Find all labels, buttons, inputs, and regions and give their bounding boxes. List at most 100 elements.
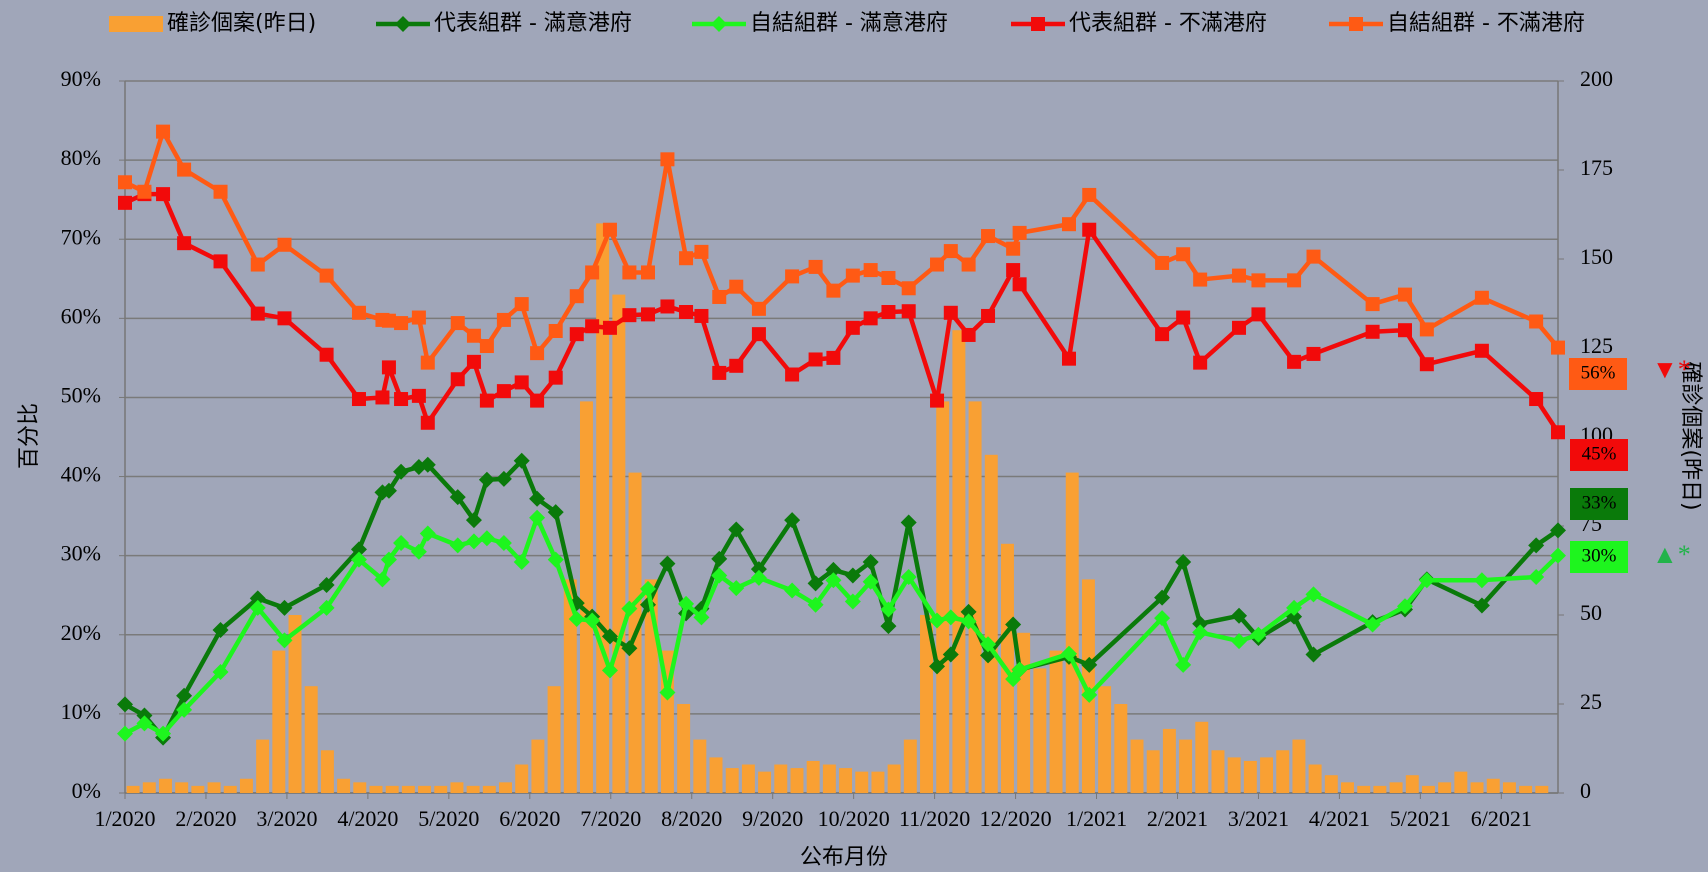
marker <box>449 489 466 506</box>
marker <box>808 352 823 367</box>
marker <box>751 301 766 316</box>
marker <box>514 375 529 390</box>
marker <box>881 270 896 285</box>
marker <box>929 612 946 629</box>
bar <box>596 223 610 793</box>
marker <box>1550 547 1566 564</box>
marker <box>1061 351 1076 366</box>
marker <box>826 283 841 298</box>
bar <box>434 785 448 793</box>
marker <box>844 593 861 610</box>
marker <box>585 265 600 280</box>
marker <box>1473 572 1490 589</box>
marker <box>277 311 292 326</box>
annotation: ▲* <box>1652 540 1691 569</box>
marker <box>465 512 482 529</box>
marker <box>1175 553 1192 570</box>
bar <box>239 778 253 793</box>
y2-tick-label: 25 <box>1580 689 1602 714</box>
marker <box>277 237 292 252</box>
bar <box>418 785 432 793</box>
bar <box>1033 668 1047 793</box>
marker <box>863 311 878 326</box>
marker <box>177 236 192 251</box>
bar <box>855 771 869 793</box>
bar <box>385 785 399 793</box>
marker <box>584 612 601 629</box>
marker <box>1286 599 1303 616</box>
marker <box>276 599 293 616</box>
marker <box>1155 327 1170 342</box>
marker <box>1193 272 1208 287</box>
x-axis-title: 公布月份 <box>800 845 888 870</box>
y-tick-label: 80% <box>61 145 101 170</box>
bar <box>1195 721 1209 793</box>
marker <box>479 393 494 408</box>
marker <box>410 543 427 560</box>
y2-axis-title: 確診個案(昨日) <box>1678 361 1703 510</box>
marker <box>1081 686 1098 703</box>
annotation: 33% <box>1582 492 1617 513</box>
marker <box>450 316 465 331</box>
marker <box>450 372 465 387</box>
marker <box>621 600 638 617</box>
marker <box>1006 241 1021 256</box>
marker <box>155 725 172 742</box>
marker <box>569 327 584 342</box>
marker <box>137 184 152 199</box>
legend-swatch <box>109 16 163 32</box>
marker <box>1081 656 1098 673</box>
marker <box>863 263 878 278</box>
marker <box>1155 255 1170 270</box>
series <box>117 509 1566 742</box>
bar <box>126 785 140 793</box>
marker <box>375 390 390 405</box>
bar <box>677 704 691 793</box>
marker <box>394 316 409 331</box>
marker <box>1419 322 1434 337</box>
annotation: ▼* <box>1652 355 1691 384</box>
marker <box>679 305 694 320</box>
marker <box>393 535 410 552</box>
x-tick-label: 10/2020 <box>818 806 890 831</box>
marker <box>496 312 511 327</box>
marker <box>622 265 637 280</box>
annotation: 30% <box>1582 545 1617 566</box>
marker <box>981 308 996 323</box>
marker <box>712 289 727 304</box>
y2-tick-label: 175 <box>1580 155 1613 180</box>
marker <box>1529 392 1544 407</box>
marker <box>212 663 229 680</box>
bar <box>903 739 917 793</box>
marker <box>529 509 546 526</box>
y-tick-label: 70% <box>61 224 101 249</box>
x-tick-label: 5/2020 <box>418 806 479 831</box>
marker <box>136 715 153 732</box>
marker <box>825 561 842 578</box>
marker <box>960 603 977 620</box>
legend-label: 自結組群 - 不滿港府 <box>1387 11 1585 36</box>
marker <box>374 571 391 588</box>
marker <box>901 281 916 296</box>
marker <box>212 622 229 639</box>
bar <box>952 330 966 793</box>
annotation-box <box>1570 439 1628 471</box>
marker <box>1061 217 1076 232</box>
bar <box>1486 778 1500 793</box>
marker <box>1364 616 1381 633</box>
x-tick-label: 3/2021 <box>1228 806 1289 831</box>
marker <box>479 339 494 354</box>
bar <box>1341 782 1354 793</box>
marker <box>980 636 997 653</box>
bar <box>159 778 172 793</box>
marker <box>900 569 917 586</box>
marker <box>712 365 727 380</box>
marker <box>900 514 917 531</box>
marker <box>213 184 228 199</box>
marker <box>478 530 495 547</box>
marker <box>943 305 958 320</box>
y-axis-title: 百分比 <box>17 403 42 469</box>
legend-marker <box>1349 17 1363 31</box>
bar <box>1308 764 1322 793</box>
annotation: 45% <box>1582 443 1617 464</box>
